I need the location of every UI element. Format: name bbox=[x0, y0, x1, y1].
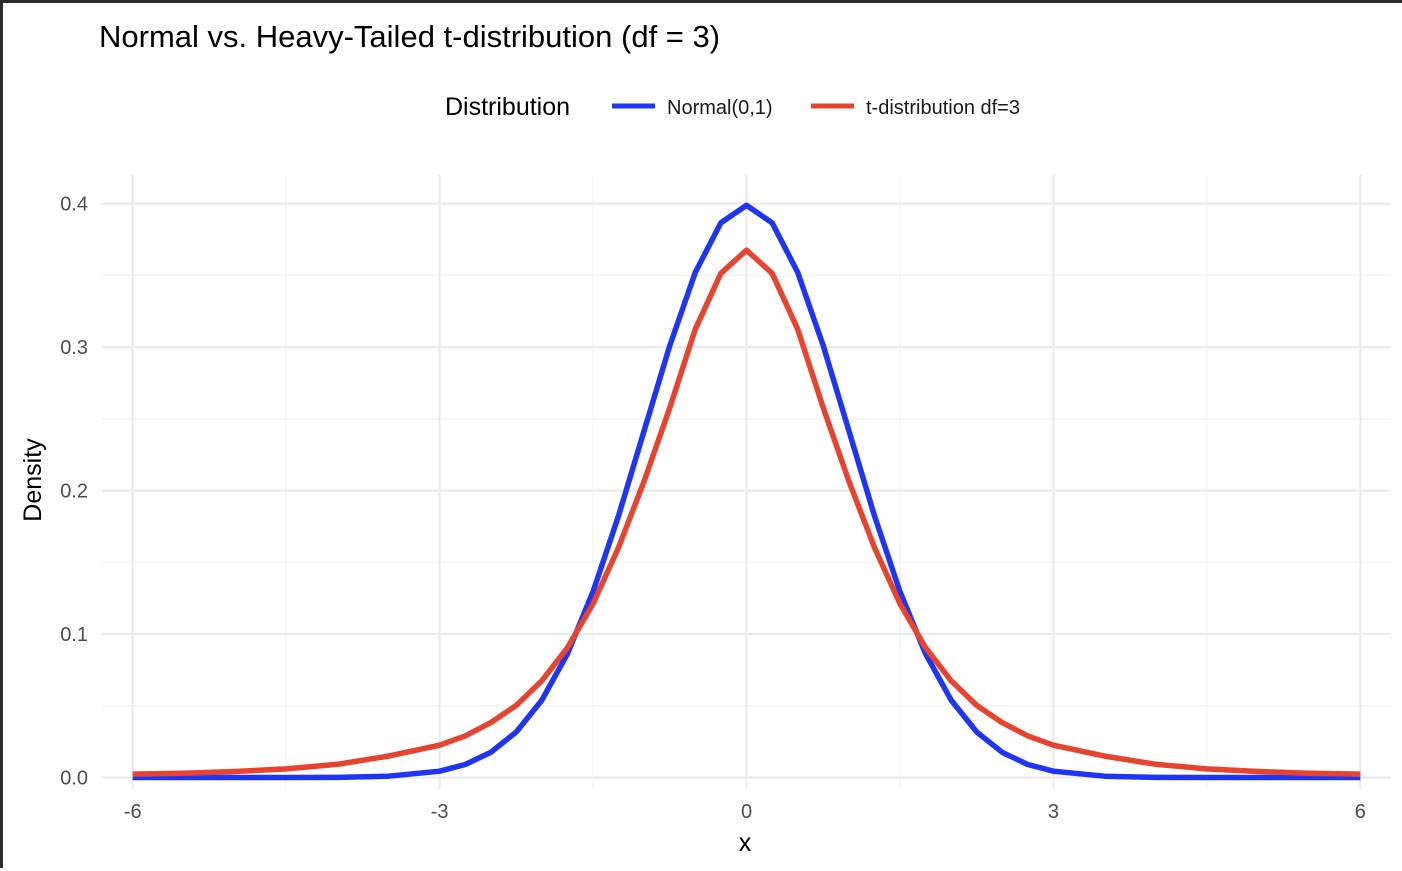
x-tick-labels: -6 -3 0 3 6 bbox=[124, 801, 1366, 823]
y-axis-title: Density bbox=[19, 438, 47, 522]
y-tick-label: 0.2 bbox=[60, 481, 88, 503]
series-line-t-distribution bbox=[132, 247, 1361, 777]
chart-svg: 0.0 0.1 0.2 0.3 0.4 -6 -3 0 3 6 Normal vs. Heavy… bbox=[19, 19, 1391, 857]
y-tick-labels: 0.0 0.1 0.2 0.3 0.4 bbox=[60, 194, 88, 790]
legend: Distribution Normal(0,1) t-distribution … bbox=[445, 93, 1020, 121]
y-tick-label: 0.3 bbox=[60, 337, 88, 359]
major-gridlines bbox=[102, 175, 1391, 789]
x-tick-label: 3 bbox=[1048, 801, 1059, 823]
legend-label-t-distribution: t-distribution df=3 bbox=[866, 97, 1020, 119]
x-tick-label: 0 bbox=[741, 801, 752, 823]
x-tick-label: -3 bbox=[431, 801, 449, 823]
y-tick-label: 0.4 bbox=[60, 194, 88, 216]
chart-title: Normal vs. Heavy-Tailed t-distribution (… bbox=[99, 19, 720, 54]
series-lines bbox=[132, 202, 1361, 781]
x-tick-label: 6 bbox=[1355, 801, 1366, 823]
series-line-normal bbox=[132, 202, 1361, 781]
x-axis-title: x bbox=[739, 829, 752, 857]
x-tick-label: -6 bbox=[124, 801, 142, 823]
y-tick-label: 0.1 bbox=[60, 624, 88, 646]
legend-label-normal: Normal(0,1) bbox=[667, 97, 773, 119]
legend-title: Distribution bbox=[445, 93, 570, 121]
y-tick-label: 0.0 bbox=[60, 768, 88, 790]
